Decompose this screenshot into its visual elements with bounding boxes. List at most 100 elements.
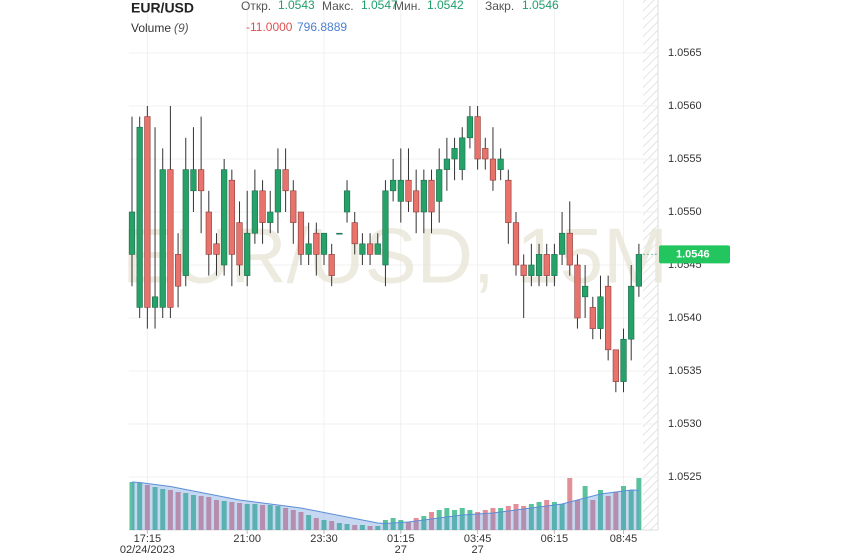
- volume-bar: [467, 510, 473, 530]
- candle-body: [359, 243, 366, 255]
- close-value: 1.0546: [522, 0, 559, 12]
- volume-bar: [252, 504, 258, 530]
- low-label: Мин.: [394, 0, 421, 13]
- candle-body: [313, 232, 320, 255]
- volume-bar: [551, 502, 557, 530]
- candle-body: [374, 243, 381, 255]
- volume-value: 796.8889: [297, 20, 347, 34]
- candle-body: [397, 179, 404, 202]
- candle-body: [497, 158, 504, 170]
- candle-body: [198, 169, 205, 192]
- volume-bar: [375, 526, 381, 530]
- candle-body: [551, 254, 558, 276]
- volume-bar: [498, 508, 504, 530]
- volume-bar: [152, 487, 158, 530]
- candle-body: [466, 116, 474, 139]
- volume-bar: [482, 510, 488, 530]
- candle-body: [351, 222, 358, 245]
- volume-bar: [260, 505, 266, 530]
- candle-body: [451, 148, 458, 160]
- candle-body: [305, 243, 312, 255]
- x-tick-label: 06:15: [541, 533, 569, 545]
- candle-body: [520, 264, 527, 276]
- volume-bar: [298, 512, 304, 530]
- candle-body: [428, 179, 435, 213]
- x-tick-label: 21:00: [233, 533, 261, 545]
- x-tick-label: 03:45: [464, 533, 492, 545]
- candle-body: [282, 169, 289, 192]
- volume-bar: [413, 518, 419, 530]
- y-tick-label: 1.0535: [668, 365, 702, 377]
- candle-body: [605, 285, 612, 351]
- volume-bar: [513, 504, 519, 530]
- candle-body: [159, 169, 166, 308]
- volume-bar: [398, 520, 404, 530]
- volume-bar: [429, 512, 435, 530]
- candles: [128, 106, 642, 393]
- low-value: 1.0542: [427, 0, 464, 12]
- candle-body: [390, 179, 397, 192]
- volume-bar: [175, 492, 181, 530]
- volume-bar: [229, 502, 235, 530]
- volume-bar: [574, 500, 580, 530]
- candle-body: [512, 222, 520, 266]
- volume-bar: [536, 502, 542, 530]
- volume-bar: [283, 508, 289, 530]
- volume-bar: [129, 482, 135, 530]
- volume-bar: [352, 525, 358, 530]
- candle-body: [151, 296, 159, 308]
- volume-bar: [367, 526, 373, 530]
- y-tick-label: 1.0560: [668, 100, 702, 112]
- candle-body: [221, 169, 228, 266]
- volume-bar: [505, 506, 511, 530]
- volume-bar: [275, 506, 281, 530]
- candle-body: [589, 307, 596, 329]
- candle-body: [405, 179, 412, 202]
- volume-ma-line: [131, 481, 639, 525]
- candle-body: [597, 296, 604, 329]
- volume-bar: [183, 493, 189, 530]
- candle-body: [343, 190, 351, 213]
- y-tick-label: 1.0550: [668, 206, 702, 218]
- candle-body: [290, 190, 297, 223]
- volume-bar: [490, 508, 496, 530]
- candle-body: [174, 254, 182, 287]
- candle-body: [443, 158, 450, 170]
- candle-body: [459, 137, 466, 170]
- close-label: Закр.: [485, 0, 514, 13]
- volume-bar: [237, 503, 243, 530]
- volume-bar: [313, 518, 319, 530]
- volume-bar: [567, 478, 573, 530]
- symbol: EUR/USD: [131, 0, 194, 16]
- volume-bar: [605, 496, 611, 530]
- candle-body: [528, 264, 535, 276]
- volume-bar: [244, 504, 250, 530]
- y-tick-label: 1.0540: [668, 312, 702, 324]
- candle-body: [413, 190, 420, 213]
- candle-body: [543, 254, 550, 276]
- y-tick-label: 1.0565: [668, 47, 702, 59]
- volume-bar: [636, 478, 642, 530]
- volume-bar: [329, 521, 335, 530]
- candle-body: [274, 169, 282, 213]
- high-label: Макс.: [322, 0, 354, 13]
- candle-body: [474, 116, 481, 160]
- volume-bar: [144, 485, 150, 530]
- volume-bar: [436, 510, 442, 530]
- x-date-label: 27: [471, 544, 483, 556]
- volume-bar: [452, 510, 458, 530]
- candle-body: [328, 254, 335, 276]
- candle-body: [420, 179, 427, 213]
- volume-bar: [390, 518, 396, 530]
- x-tick-label: 08:45: [610, 533, 638, 545]
- candle-body: [213, 243, 220, 255]
- volume-bar: [521, 506, 527, 530]
- candle-body: [489, 158, 497, 181]
- volume-bar: [137, 483, 143, 530]
- last-price-label: 1.0546: [676, 248, 710, 260]
- volume-label: Volume: [131, 21, 171, 35]
- candle-body: [574, 264, 581, 319]
- candle-body: [128, 211, 136, 255]
- candle-body: [228, 179, 235, 255]
- candle-body: [144, 116, 151, 308]
